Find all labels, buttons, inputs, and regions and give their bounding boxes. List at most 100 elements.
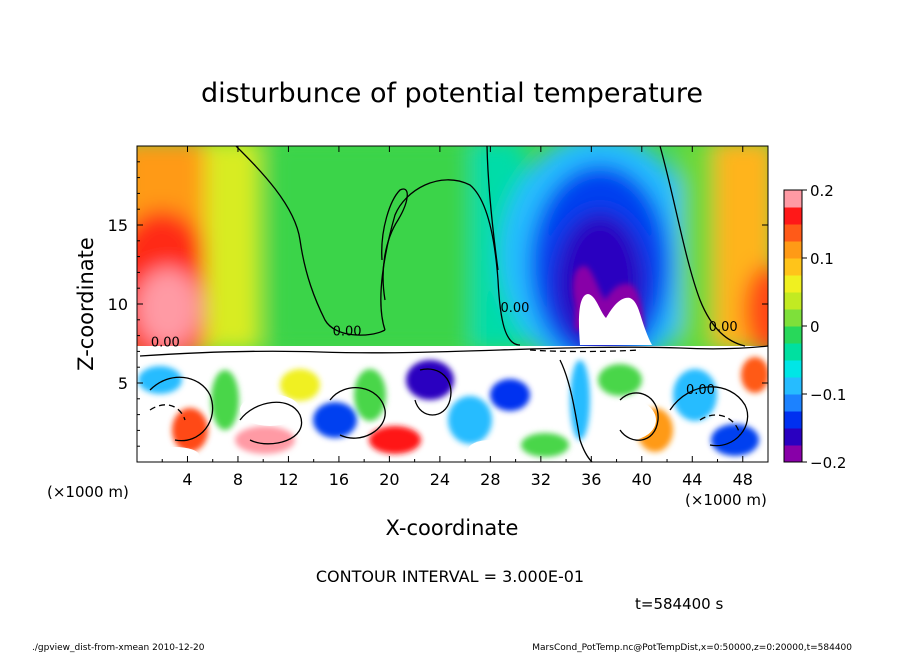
- cold-peak-white: [578, 294, 652, 345]
- x-tick-label-7: 32: [531, 470, 551, 489]
- colorbar-swatch-12: [784, 241, 802, 259]
- x-tick-label-1: 8: [233, 470, 243, 489]
- x-tick-label-10: 44: [682, 470, 702, 489]
- lower-blob-9: [406, 360, 454, 400]
- colorbar-swatch-9: [784, 292, 802, 310]
- contour-lower-7: [669, 386, 749, 447]
- contour-lower-1: [149, 376, 214, 442]
- yellow-band-left: [205, 146, 260, 350]
- chart-title: disturbunce of potential temperature: [201, 78, 703, 109]
- y-axis: 5 10 15: [108, 161, 768, 447]
- x-unit-left: (×1000 m): [47, 483, 129, 501]
- y-tick-label-0: 5: [118, 374, 128, 393]
- lower-blob-14: [598, 364, 642, 396]
- contour-label-2: 0.00: [500, 301, 529, 316]
- white-pocket-4: [151, 447, 199, 462]
- contour-lower-5: [559, 359, 593, 462]
- contour-lower-3: [329, 387, 386, 439]
- white-pocket-3: [468, 440, 512, 460]
- colorbar-swatch-11: [784, 258, 802, 276]
- contour-label-3: 0.00: [709, 320, 738, 335]
- lower-blob-1: [138, 366, 182, 394]
- contour-lower-8: [149, 404, 186, 421]
- x-axis-label: X-coordinate: [386, 516, 519, 540]
- lower-turbulence: [138, 357, 768, 457]
- contour-zero-5: [659, 146, 746, 347]
- contour-zero-1: [235, 146, 386, 336]
- green-region-center: [270, 146, 490, 350]
- footer-right: MarsCond_PotTemp.nc@PotTempDist,x=0:5000…: [532, 643, 852, 653]
- x-tick-label-3: 16: [329, 470, 349, 489]
- contour-zero-4: [486, 146, 499, 271]
- colorbar-swatch-13: [784, 224, 802, 242]
- lower-blob-8: [369, 426, 421, 454]
- colorbar-swatch-0: [784, 445, 802, 463]
- colorbar-swatch-15: [784, 190, 802, 208]
- contour-lines: [139, 146, 768, 462]
- colorbar-tick-label-4: −0.2: [810, 454, 846, 472]
- lower-blob-13: [570, 360, 590, 440]
- white-pocket-2: [604, 400, 656, 440]
- x-tick-label-9: 40: [632, 470, 652, 489]
- green-band-right: [680, 146, 720, 350]
- contour-lower-6: [619, 392, 659, 441]
- white-pocket-1: [240, 394, 300, 426]
- heatmap-field: 0.00 0.00 0.00 0.00 0.00: [137, 146, 768, 462]
- colorbar-swatch-10: [784, 275, 802, 293]
- lower-blob-3: [211, 370, 239, 430]
- colorbar-swatch-7: [784, 326, 802, 344]
- colorbar-swatch-3: [784, 394, 802, 412]
- x-tick-label-8: 36: [581, 470, 601, 489]
- lower-blob-7: [354, 369, 386, 421]
- contour-label-0: 0.00: [151, 336, 180, 351]
- colorbar-tick-label-2: 0: [810, 318, 820, 336]
- contour-interval-text: CONTOUR INTERVAL = 3.000E-01: [316, 567, 584, 586]
- x-tick-label-5: 24: [430, 470, 450, 489]
- colorbar-swatch-8: [784, 309, 802, 327]
- upper-warm-cold-structure: [137, 146, 768, 375]
- lower-blob-11: [490, 379, 530, 411]
- contour-lower-9: [699, 414, 741, 436]
- contour-lower-2: [239, 401, 303, 445]
- contour-labels: 0.00 0.00 0.00 0.00 0.00: [151, 301, 738, 398]
- x-unit-right: (×1000 m): [685, 491, 767, 509]
- time-text: t=584400 s: [635, 595, 723, 613]
- lower-blob-2: [172, 408, 208, 452]
- contour-lower-4: [414, 368, 452, 416]
- colorbar-swatch-2: [784, 411, 802, 429]
- lower-blob-6: [313, 402, 357, 438]
- contour-label-1: 0.00: [333, 325, 362, 340]
- lower-blob-18: [741, 357, 768, 393]
- lower-blob-12: [521, 433, 569, 457]
- x-axis: 4 8 12 16 20 24 28 32 36 40 44 48: [161, 146, 753, 489]
- footer-left: ./gpview_dist-from-xmean 2010-12-20: [32, 643, 205, 653]
- contour-label-4: 0.00: [686, 383, 715, 398]
- x-tick-label-11: 48: [733, 470, 753, 489]
- warm-peak-left: [137, 268, 200, 348]
- colorbar-swatch-14: [784, 207, 802, 225]
- colorbar-swatch-5: [784, 360, 802, 378]
- colorbar-tick-label-1: 0.1: [810, 250, 834, 268]
- colorbar-swatch-1: [784, 428, 802, 446]
- lower-blob-4: [235, 426, 295, 454]
- colorbar-swatch-4: [784, 377, 802, 395]
- colorbar-tick-label-0: 0.2: [810, 182, 834, 200]
- colorbar: 0.2 0.1 0 −0.1 −0.2: [783, 182, 846, 472]
- warm-core-right: [744, 265, 768, 355]
- y-tick-label-2: 15: [108, 216, 128, 235]
- contour-lower-10: [529, 349, 641, 353]
- y-axis-label: Z-coordinate: [74, 237, 98, 371]
- x-tick-label-0: 4: [182, 470, 192, 489]
- lower-blob-10: [448, 396, 492, 444]
- x-tick-label-4: 20: [379, 470, 399, 489]
- y-tick-label-1: 10: [108, 295, 128, 314]
- x-tick-label-6: 28: [480, 470, 500, 489]
- lower-white-pockets: [151, 394, 656, 462]
- contour-zero-3: [381, 188, 408, 301]
- colorbar-tick-label-3: −0.1: [810, 386, 846, 404]
- x-tick-label-2: 12: [278, 470, 298, 489]
- lower-blob-5: [280, 369, 320, 401]
- lower-blob-16: [673, 369, 717, 421]
- colorbar-swatch-6: [784, 343, 802, 361]
